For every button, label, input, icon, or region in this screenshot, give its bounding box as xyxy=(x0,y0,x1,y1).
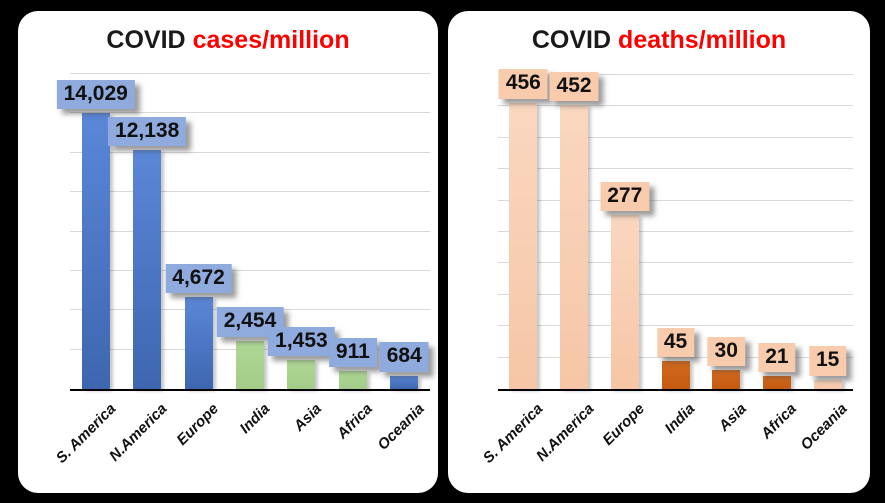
category-label: India xyxy=(662,400,699,438)
bar-value-label: 452 xyxy=(549,71,599,102)
category-label: Asia xyxy=(290,400,325,435)
bar-n-america xyxy=(133,150,162,389)
gridline xyxy=(70,151,430,153)
bar-africa xyxy=(338,371,367,389)
gridline xyxy=(498,325,853,327)
gridline xyxy=(70,73,430,74)
category-label: Africa xyxy=(334,400,377,443)
bar-india xyxy=(236,340,264,389)
gridline xyxy=(498,74,853,75)
deaths-chart-title: COVID deaths/million xyxy=(448,26,870,55)
gridline xyxy=(498,136,853,138)
deaths-title-word-deaths-per-million: deaths/million xyxy=(618,26,787,54)
bar-value-label: 15 xyxy=(808,346,847,376)
cases-chart-panel: COVID cases/million 14,029 12,138 4,672 2,45… xyxy=(18,11,438,493)
bar-value-label: 4,672 xyxy=(165,263,232,294)
gridline xyxy=(498,168,853,170)
bar-value-label: 12,138 xyxy=(108,116,187,147)
gridline xyxy=(70,112,430,114)
category-label: Europe xyxy=(173,400,222,449)
bar-s-america xyxy=(81,112,110,389)
deaths-chart-panel: COVID deaths/million 456 452 277 45 30 21 15 S. … xyxy=(448,11,870,493)
gridline xyxy=(70,269,430,271)
gridline xyxy=(498,199,853,201)
cases-chart-title: COVID cases/million xyxy=(18,26,438,55)
bar-value-label: 45 xyxy=(656,327,695,357)
bar-africa xyxy=(762,375,791,389)
bar-value-label: 456 xyxy=(498,69,548,99)
bar-value-label: 21 xyxy=(758,342,796,372)
cases-title-word-cases-per-million: cases/million xyxy=(192,26,350,54)
bar-value-label: 277 xyxy=(600,181,650,212)
bar-value-label: 684 xyxy=(379,342,429,372)
bar-oceania xyxy=(390,375,419,389)
bar-n-america xyxy=(560,105,589,389)
bar-value-label: 14,029 xyxy=(56,79,135,109)
category-label: Asia xyxy=(715,400,750,435)
bar-europe xyxy=(184,297,213,389)
deaths-title-word-covid: COVID xyxy=(531,26,612,54)
gridline xyxy=(70,191,430,193)
bar-value-label: 30 xyxy=(707,336,745,367)
gridline xyxy=(498,262,853,264)
bar-asia xyxy=(287,360,316,389)
gridline xyxy=(70,230,430,232)
gridline xyxy=(498,105,853,107)
category-label: Oceania xyxy=(374,400,428,454)
category-label: Africa xyxy=(758,400,801,443)
bar-value-label: 2,454 xyxy=(216,307,284,337)
cases-title-word-covid: COVID xyxy=(106,26,186,54)
category-label: Oceania xyxy=(797,400,851,454)
category-label: Europe xyxy=(599,400,649,449)
gridline xyxy=(498,231,853,232)
bar-s-america xyxy=(509,102,538,389)
category-label: India xyxy=(236,400,274,438)
cases-plot-area: 14,029 12,138 4,672 2,454 1,453 911 684 S. Amer… xyxy=(53,73,430,467)
bar-value-label: 1,453 xyxy=(268,327,335,357)
bar-india xyxy=(661,360,690,389)
bar-europe xyxy=(610,215,639,389)
gridline xyxy=(498,293,853,295)
gridline xyxy=(498,356,853,358)
bar-oceania xyxy=(813,379,842,389)
deaths-plot-area: 456 452 277 45 30 21 15 S. America N.America Euro… xyxy=(480,69,853,467)
bar-asia xyxy=(712,370,741,389)
bar-value-label: 911 xyxy=(328,337,377,368)
